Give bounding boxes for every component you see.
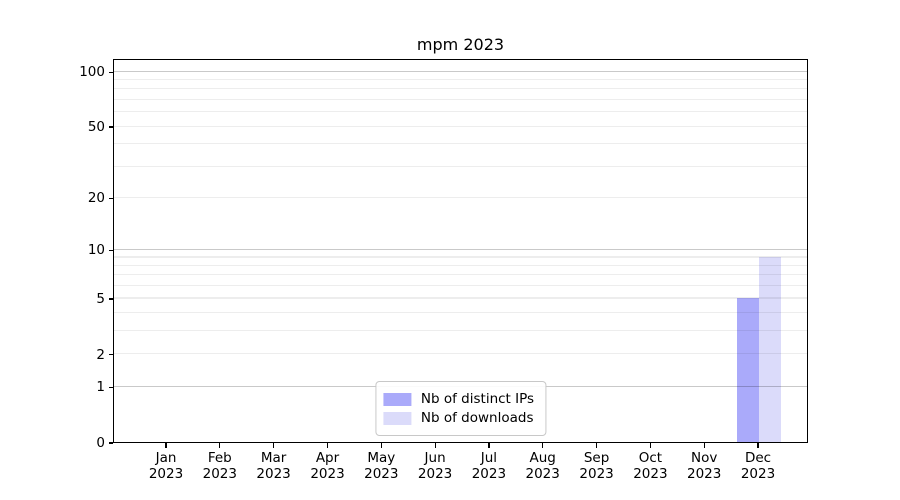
x-tick-month: Aug xyxy=(529,450,556,466)
x-tick-month: Oct xyxy=(638,450,663,466)
y-tick-label: 50 xyxy=(87,119,105,136)
x-tick-mark xyxy=(219,443,221,448)
gridline-minor xyxy=(114,312,807,314)
x-tick-label-may: May 2023 xyxy=(346,450,416,482)
gridline-minor xyxy=(114,143,807,145)
x-tick-mark xyxy=(649,443,651,448)
x-tick-month: Nov xyxy=(691,450,718,466)
x-tick-month: Mar xyxy=(260,450,287,466)
gridline-minor xyxy=(114,125,807,127)
gridline-minor xyxy=(114,79,807,81)
x-tick-year: 2023 xyxy=(364,465,399,482)
chart-title: mpm 2023 xyxy=(416,35,505,54)
x-tick-year: 2023 xyxy=(471,465,507,482)
legend-label: Nb of downloads xyxy=(420,410,534,426)
x-tick-mark xyxy=(488,443,490,448)
x-tick-label-mar: Mar 2023 xyxy=(239,450,309,482)
legend-row: Nb of distinct IPs xyxy=(382,390,535,408)
x-tick-year: 2023 xyxy=(310,465,345,482)
y-tick-mark xyxy=(108,126,113,128)
y-tick-mark xyxy=(108,298,113,300)
x-tick-label-dec: Dec 2023 xyxy=(723,450,793,482)
x-tick-label-oct: Oct 2023 xyxy=(615,450,685,482)
x-tick-year: 2023 xyxy=(579,465,614,482)
gridline-minor xyxy=(114,88,807,90)
x-tick-mark xyxy=(273,443,275,448)
x-tick-month: Jul xyxy=(480,450,498,466)
x-tick-mark xyxy=(703,443,705,448)
legend-row: Nb of downloads xyxy=(382,409,534,427)
x-tick-year: 2023 xyxy=(525,465,560,482)
y-tick-label: 10 xyxy=(87,242,105,259)
gridline-minor xyxy=(114,196,807,198)
y-tick-mark xyxy=(108,442,113,444)
y-tick-label: 1 xyxy=(96,379,105,396)
bar-dec-downloads xyxy=(759,257,782,442)
x-tick-mark xyxy=(165,443,167,448)
gridline-minor xyxy=(114,111,807,113)
gridline-minor xyxy=(114,353,807,355)
x-tick-label-jan: Jan 2023 xyxy=(131,450,201,482)
plot-area: Nb of distinct IPs Nb of downloads xyxy=(113,59,808,443)
x-tick-year: 2023 xyxy=(256,465,291,482)
x-tick-year: 2023 xyxy=(740,465,776,482)
gridline-minor xyxy=(114,330,807,332)
y-tick-label: 2 xyxy=(96,346,105,363)
x-tick-mark xyxy=(757,443,759,448)
x-tick-year: 2023 xyxy=(148,465,184,482)
y-tick-mark xyxy=(108,197,113,199)
x-tick-mark xyxy=(326,443,329,448)
legend-label: Nb of distinct IPs xyxy=(420,391,535,407)
x-tick-mark xyxy=(595,443,598,448)
x-tick-label-jul: Jul 2023 xyxy=(454,450,524,482)
x-tick-mark xyxy=(542,443,544,448)
x-tick-mark xyxy=(434,443,436,448)
gridline-minor xyxy=(114,285,807,287)
x-tick-mark xyxy=(380,443,382,448)
legend-swatch xyxy=(382,392,411,406)
legend-swatch xyxy=(382,411,411,425)
legend: Nb of distinct IPs Nb of downloads xyxy=(374,381,547,436)
x-tick-year: 2023 xyxy=(687,465,722,482)
x-tick-year: 2023 xyxy=(417,465,453,482)
y-tick-mark xyxy=(108,249,113,251)
y-tick-label: 100 xyxy=(79,64,105,81)
y-tick-mark xyxy=(108,354,113,356)
x-tick-month: Jun xyxy=(424,450,446,466)
y-tick-label: 0 xyxy=(96,435,105,451)
x-tick-month: May xyxy=(367,450,396,466)
gridline-major xyxy=(114,70,807,72)
x-tick-label-feb: Feb 2023 xyxy=(185,450,255,482)
x-tick-month: Feb xyxy=(207,450,232,466)
x-tick-month: Dec xyxy=(744,450,772,466)
bar-dec-distinct-ips xyxy=(737,298,760,442)
gridline-minor xyxy=(114,297,807,299)
gridline-major xyxy=(114,248,807,250)
x-tick-month: Jan xyxy=(155,450,177,466)
x-tick-year: 2023 xyxy=(202,465,237,482)
gridline-minor xyxy=(114,165,807,167)
gridline-minor xyxy=(114,264,807,266)
gridline-minor xyxy=(114,274,807,276)
y-tick-label: 5 xyxy=(96,291,105,307)
gridline-minor xyxy=(114,98,807,100)
y-tick-mark xyxy=(108,386,113,388)
x-tick-month: Sep xyxy=(583,450,610,466)
x-tick-label-sep: Sep 2023 xyxy=(562,450,632,482)
x-tick-month: Apr xyxy=(315,450,340,466)
gridline-minor xyxy=(114,256,807,258)
x-tick-label-aug: Aug 2023 xyxy=(508,450,578,482)
x-tick-label-apr: Apr 2023 xyxy=(293,450,363,482)
x-tick-label-jun: Jun 2023 xyxy=(400,450,470,482)
x-tick-label-nov: Nov 2023 xyxy=(669,450,739,482)
x-tick-year: 2023 xyxy=(633,465,668,482)
y-tick-label: 20 xyxy=(87,190,105,207)
y-tick-mark xyxy=(108,71,113,73)
